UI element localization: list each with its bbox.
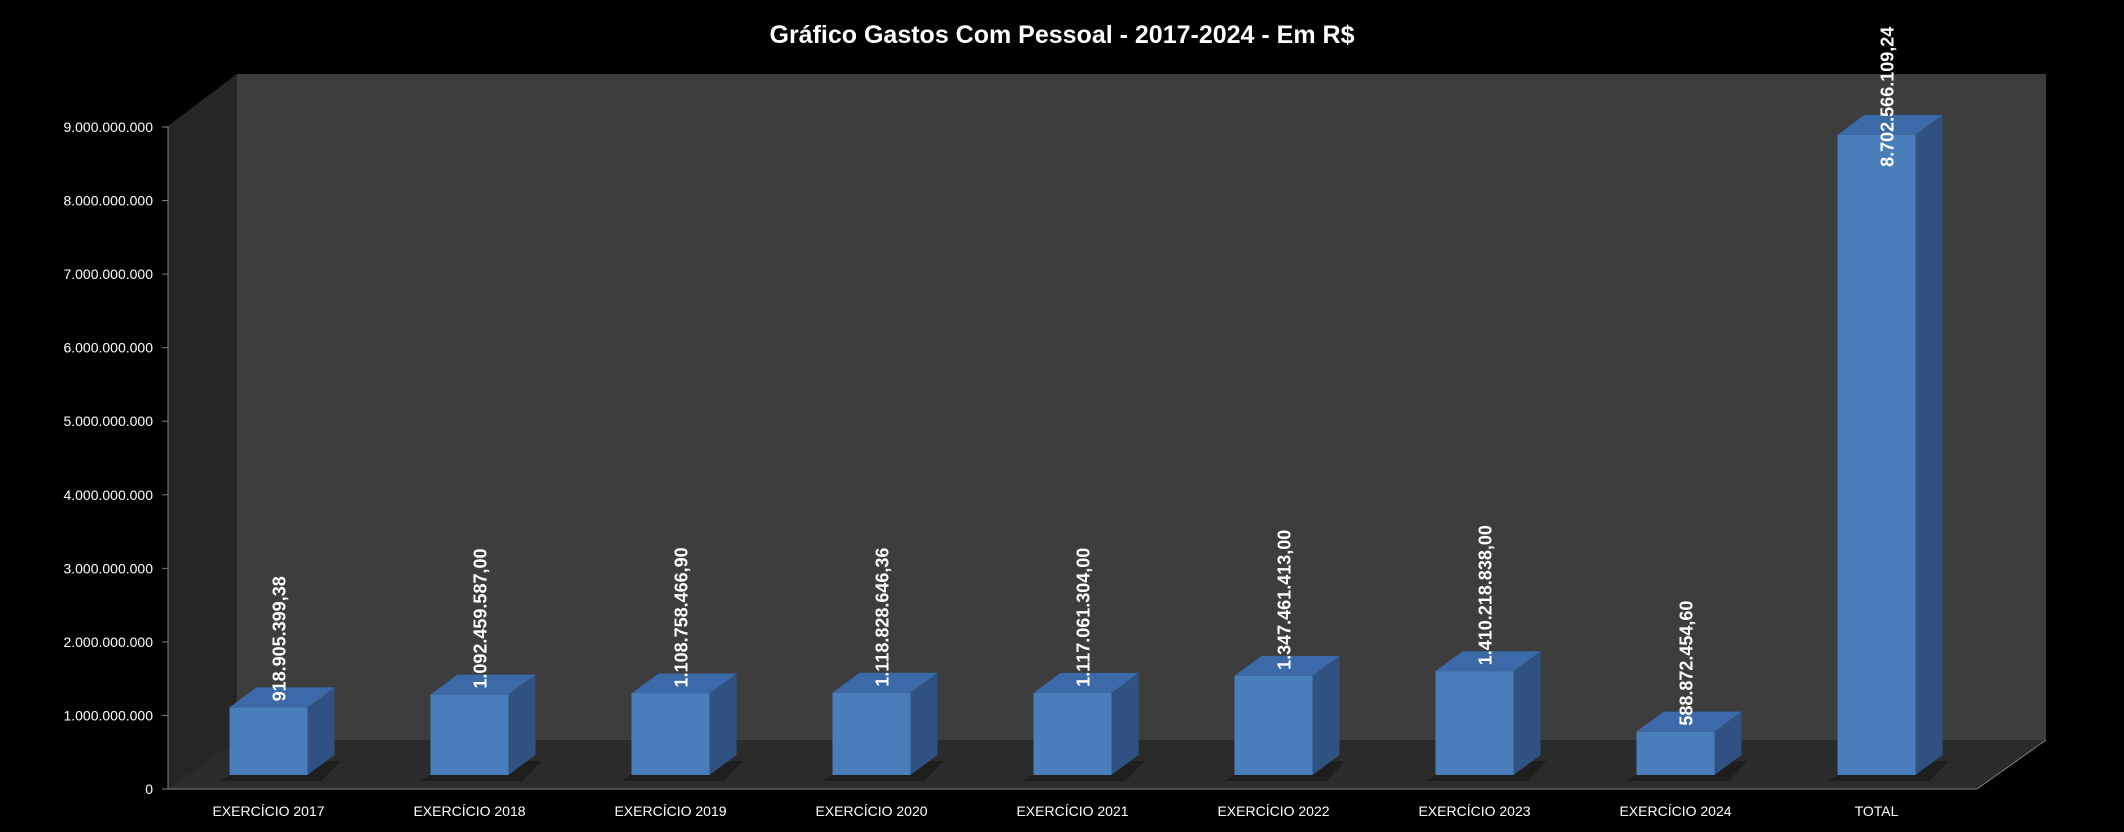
bar-group — [219, 687, 341, 781]
bar-top — [229, 687, 335, 708]
y-tick-label: 9.000.000.000 — [63, 119, 153, 135]
data-label: 1.347.461.413,00 — [1275, 530, 1295, 670]
bar-group — [1827, 114, 1949, 781]
bar-side — [1513, 651, 1541, 775]
y-tick-label: 1.000.000.000 — [63, 707, 153, 723]
bar-side — [1714, 711, 1742, 775]
y-tick-label: 2.000.000.000 — [63, 634, 153, 650]
bar-group — [1425, 651, 1547, 781]
bar-top — [1435, 651, 1541, 672]
data-label: 918.905.399,38 — [270, 576, 290, 701]
y-tick-label: 4.000.000.000 — [63, 487, 153, 503]
y-tick-label: 7.000.000.000 — [63, 266, 153, 282]
chart-title: Gráfico Gastos Com Pessoal - 2017-2024 -… — [770, 21, 1355, 49]
bar-top — [832, 672, 938, 693]
bar-group — [420, 674, 542, 781]
bar-side — [1111, 672, 1139, 775]
bar-top — [1033, 672, 1139, 693]
data-label: 588.872.454,60 — [1677, 601, 1697, 726]
x-tick-label: EXERCÍCIO 2019 — [614, 803, 726, 819]
bar — [229, 707, 308, 775]
bar — [1636, 731, 1715, 775]
x-tick-label: EXERCÍCIO 2023 — [1418, 803, 1530, 819]
bar — [1837, 134, 1916, 775]
data-label: 1.092.459.587,00 — [471, 549, 491, 689]
bar-side — [709, 673, 737, 775]
data-labels: 918.905.399,38 1.092.459.587,00 1.108.758.… — [270, 27, 1898, 726]
bar-side — [307, 687, 335, 775]
bar-side — [1915, 114, 1943, 775]
bar-series — [219, 114, 1949, 781]
data-label: 1.117.061.304,00 — [1074, 548, 1094, 687]
x-tick-label: EXERCÍCIO 2020 — [815, 803, 927, 819]
bar-group — [822, 672, 944, 781]
bar-top — [1234, 655, 1340, 676]
x-axis: EXERCÍCIO 2017 EXERCÍCIO 2018 EXERCÍCIO 20… — [212, 803, 1898, 819]
bar — [832, 692, 911, 775]
x-tick-label: TOTAL — [1855, 803, 1899, 819]
data-label: 8.702.566.109,24 — [1878, 27, 1898, 167]
data-label: 1.410.218.838,00 — [1476, 525, 1496, 665]
y-tick-label: 3.000.000.000 — [63, 560, 153, 576]
bar-side — [910, 672, 938, 775]
x-tick-label: EXERCÍCIO 2017 — [212, 803, 324, 819]
bar-group — [621, 673, 743, 781]
bar — [631, 693, 710, 775]
bar-group — [1224, 655, 1346, 781]
bar — [1033, 692, 1112, 775]
bar — [1234, 675, 1313, 775]
bar-top — [430, 674, 536, 695]
y-tick-label: 8.000.000.000 — [63, 193, 153, 209]
bar-top — [631, 673, 737, 694]
floor-edge — [1976, 739, 2047, 790]
y-tick-label: 5.000.000.000 — [63, 413, 153, 429]
y-axis: 0 1.000.000.000 2.000.000.000 3.000.000.000… — [63, 119, 168, 797]
data-label: 1.108.758.466,90 — [672, 547, 692, 687]
back-wall — [168, 74, 2046, 789]
x-tick-label: EXERCÍCIO 2018 — [413, 803, 525, 819]
bar-top — [1636, 711, 1742, 732]
y-tick-label: 0 — [145, 781, 153, 797]
bar — [1435, 671, 1514, 775]
bar-group — [1023, 672, 1145, 781]
bar — [430, 694, 509, 775]
side-wall — [168, 74, 237, 789]
bar-side — [508, 674, 536, 775]
x-tick-label: EXERCÍCIO 2022 — [1217, 803, 1329, 819]
bar-side — [1312, 655, 1340, 775]
bar-top — [1837, 114, 1943, 135]
x-tick-label: EXERCÍCIO 2021 — [1016, 803, 1128, 819]
bar-group — [1626, 711, 1748, 781]
x-tick-label: EXERCÍCIO 2024 — [1619, 803, 1731, 819]
data-label: 1.118.828.646,36 — [873, 548, 893, 687]
y-tick-label: 6.000.000.000 — [63, 340, 153, 356]
